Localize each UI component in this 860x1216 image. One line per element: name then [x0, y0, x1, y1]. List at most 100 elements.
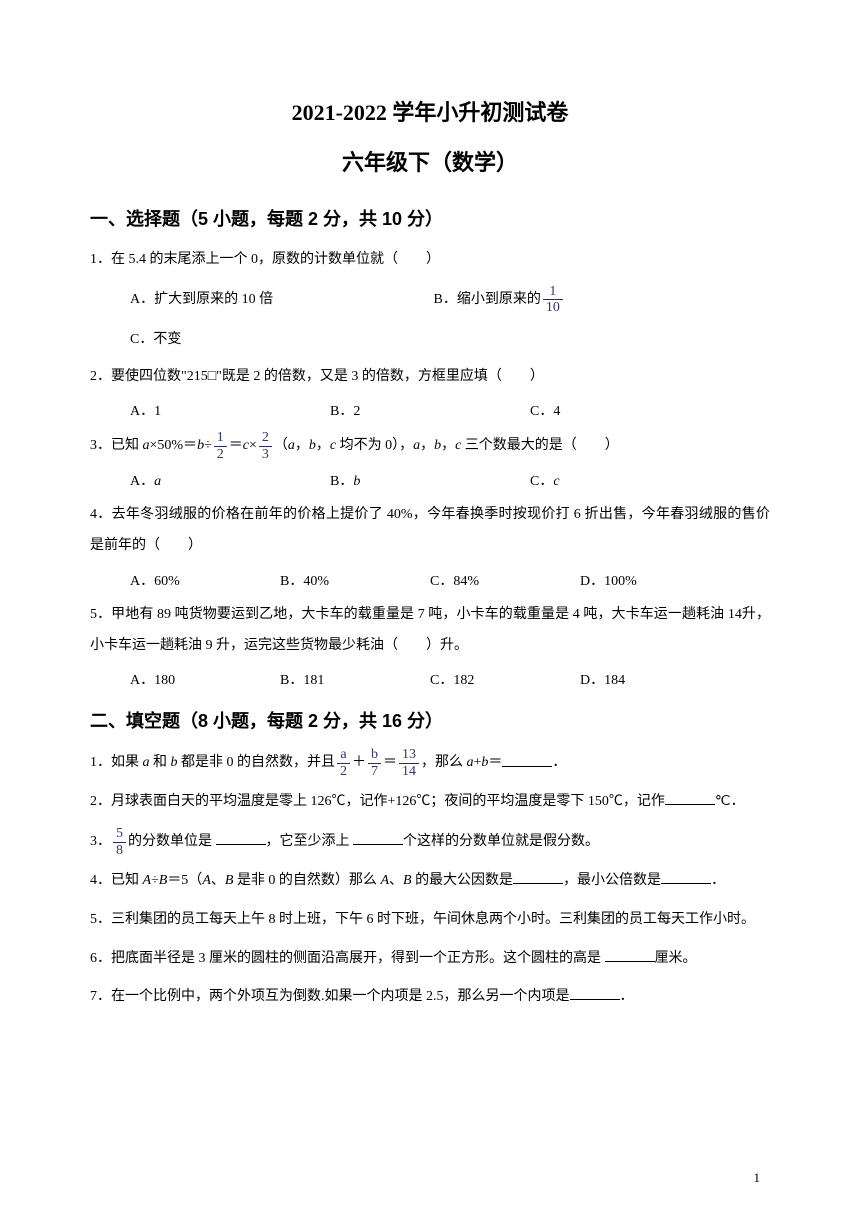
- s2q1-b: b: [171, 756, 178, 771]
- q5-optC: C．182: [430, 669, 580, 689]
- q3-t2: ÷: [204, 438, 212, 453]
- section1-header: 一、选择题（5 小题，每题 2 分，共 10 分）: [90, 205, 770, 231]
- q3-t6: ，: [295, 438, 309, 453]
- opt-label: C．: [530, 474, 553, 489]
- q3-options: A．a B．b C．c: [90, 470, 770, 490]
- exam-subtitle: 六年级下（数学）: [90, 145, 770, 177]
- s2q3-t1: 的分数单位是: [128, 834, 216, 849]
- frac-den: 10: [543, 300, 563, 315]
- q4-text: 4．去年冬羽绒服的价格在前年的价格上提价了 40%，今年春换季时按现价打 6 折…: [90, 500, 770, 562]
- s2q3: 3．58的分数单位是 ，它至少添上 个这样的分数单位就是假分数。: [90, 826, 770, 858]
- page-number: 1: [754, 1170, 761, 1186]
- s2q1-t3: ，那么: [421, 756, 467, 771]
- q3-t5: （: [274, 438, 288, 453]
- opt-label: B．: [330, 474, 353, 489]
- q4-optB: B．40%: [280, 570, 430, 590]
- opt-val: a: [154, 474, 161, 489]
- blank: [353, 831, 403, 845]
- q1-options-row1: A．扩大到原来的 10 倍 B．缩小到原来的110: [90, 284, 770, 316]
- s2q2: 2．月球表面白天的平均温度是零上 126℃，记作+126℃；夜间的平均温度是零下…: [90, 787, 770, 818]
- frac-den: 8: [113, 843, 126, 858]
- q3-f1: 12: [214, 430, 227, 462]
- s2q4-A2: A: [202, 873, 211, 888]
- q4-optA: A．60%: [130, 570, 280, 590]
- frac-num: 1: [214, 430, 227, 446]
- s2q4-t2: 是非 0 的自然数）那么: [233, 873, 380, 888]
- frac-den: 7: [368, 764, 381, 779]
- s2q4-A1: A: [143, 873, 152, 888]
- s2q4-div: ÷: [151, 873, 159, 888]
- s2q1-t5: ＝: [488, 756, 502, 771]
- s2q4-c1: 、: [211, 873, 225, 888]
- blank: [665, 791, 715, 805]
- s2q4-period: ．: [711, 873, 725, 888]
- s2q4-t1: ＝5（: [167, 873, 202, 888]
- blank: [216, 831, 266, 845]
- s2q3-f: 58: [113, 826, 126, 858]
- q1-text: 1．在 5.4 的末尾添上一个 0，原数的计数单位就（ ）: [90, 245, 770, 276]
- q3-t10: ，: [441, 438, 455, 453]
- frac-den: 14: [399, 764, 419, 779]
- s2q1-t2: 都是非 0 的自然数，并且: [178, 756, 336, 771]
- q3-t7: ，: [316, 438, 330, 453]
- s2q6-unit: 厘米。: [655, 951, 697, 966]
- q2-optB: B．2: [330, 400, 530, 420]
- q3-b: b: [197, 438, 204, 453]
- q3-text: 3．已知 a×50%＝b÷12＝c×23（a，b，c 均不为 0），a，b，c …: [90, 430, 770, 462]
- s2q1-pre: 1．如果: [90, 756, 143, 771]
- q5-options: A．180 B．181 C．182 D．184: [90, 669, 770, 689]
- q4-optC: C．84%: [430, 570, 580, 590]
- q3-t4: ×: [249, 438, 257, 453]
- q5-optB: B．181: [280, 669, 430, 689]
- opt-val: c: [553, 474, 559, 489]
- q3-optB: B．b: [330, 470, 530, 490]
- s2q1-a2: a: [467, 756, 474, 771]
- q3-a: a: [143, 438, 150, 453]
- opt-val: b: [353, 474, 360, 489]
- q3-t3: ＝: [229, 438, 243, 453]
- blank: [502, 753, 552, 767]
- q5-optD: D．184: [580, 669, 730, 689]
- s2q3-pre: 3．: [90, 834, 111, 849]
- q4-optD: D．100%: [580, 570, 730, 590]
- s2q1-t1: 和: [150, 756, 171, 771]
- frac-den: 3: [259, 447, 272, 462]
- blank: [661, 870, 711, 884]
- s2q1-a: a: [143, 756, 150, 771]
- s2q4-A3: A: [380, 873, 389, 888]
- s2q1-eq: ＝: [383, 756, 397, 771]
- s2q1-period: ．: [552, 756, 566, 771]
- s2q6: 6．把底面半径是 3 厘米的圆柱的侧面沿高展开，得到一个正方形。这个圆柱的高是 …: [90, 944, 770, 975]
- frac-num: 1: [543, 284, 563, 300]
- q1-optC: C．不变: [130, 332, 181, 347]
- q3-a2: a: [288, 438, 295, 453]
- q3-optA: A．a: [130, 470, 330, 490]
- q4-options: A．60% B．40% C．84% D．100%: [90, 570, 770, 590]
- s2q1-fa: a2: [337, 747, 350, 779]
- q5-text: 5．甲地有 89 吨货物要运到乙地，大卡车的载重量是 7 吨，小卡车的载重量是 …: [90, 600, 770, 662]
- s2q1-fr: 1314: [399, 747, 419, 779]
- q3-pre: 3．已知: [90, 438, 143, 453]
- s2q1-plus: ＋: [352, 756, 366, 771]
- q3-f2: 23: [259, 430, 272, 462]
- exam-title: 2021-2022 学年小升初测试卷: [90, 95, 770, 127]
- q3-t8: 均不为 0），: [336, 438, 413, 453]
- q1-optB-text: B．缩小到原来的: [434, 292, 541, 307]
- section2-header: 二、填空题（8 小题，每题 2 分，共 16 分）: [90, 707, 770, 733]
- blank: [570, 986, 620, 1000]
- s2q5: 5．三利集团的员工每天上午 8 时上班，下午 6 时下班，午间休息两个小时。三利…: [90, 905, 770, 936]
- q5-optA: A．180: [130, 669, 280, 689]
- q1-optA: A．扩大到原来的 10 倍: [130, 288, 430, 308]
- s2q4: 4．已知 A÷B＝5（A、B 是非 0 的自然数）那么 A、B 的最大公因数是，…: [90, 866, 770, 897]
- q3-t9: ，: [420, 438, 434, 453]
- s2q2-unit: ℃．: [715, 794, 745, 809]
- q1-optB-fraction: 110: [543, 284, 563, 316]
- q1-optB: B．缩小到原来的110: [434, 284, 565, 316]
- q3-optC: C．c: [530, 470, 730, 490]
- opt-label: A．: [130, 474, 154, 489]
- s2q3-t3: 个这样的分数单位就是假分数。: [403, 834, 599, 849]
- frac-num: 2: [259, 430, 272, 446]
- s2q1-fb: b7: [368, 747, 381, 779]
- frac-den: 2: [337, 764, 350, 779]
- s2q6-text: 6．把底面半径是 3 厘米的圆柱的侧面沿高展开，得到一个正方形。这个圆柱的高是: [90, 951, 605, 966]
